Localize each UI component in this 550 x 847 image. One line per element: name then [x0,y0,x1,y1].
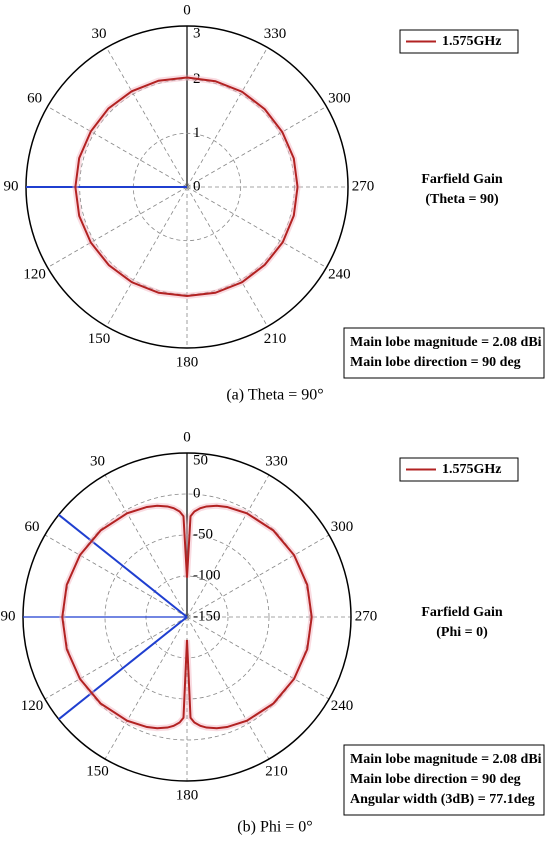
angle-grid-line [47,186,188,268]
legend-box [399,457,519,482]
angle-grid-line [186,47,268,188]
angle-grid-line [104,474,188,618]
legend-label: 1.575GHz [442,34,502,49]
angle-grid-line [186,616,330,700]
info-box-text: Main lobe magnitude = 2.08 dBi [350,752,542,767]
label-box-text: (Theta = 90) [425,192,499,207]
angle-tick-label: 330 [264,26,287,42]
angle-tick-label: 0 [183,2,191,18]
angle-grid-line [106,47,188,188]
caption: (a) Theta = 90° [226,387,323,404]
legend-box [399,29,519,54]
angle-grid-line [44,534,188,618]
radial-tick-label: 50 [193,452,208,468]
angle-grid-line [186,534,330,618]
info-box [343,327,545,379]
radial-tick-label: -100 [193,567,221,583]
angle-tick-label: 60 [27,90,42,106]
angle-grid-line [186,186,268,327]
direction-line [58,514,188,618]
angle-tick-label: 0 [183,429,191,445]
legend-label: 1.575GHz [442,462,502,477]
angle-tick-label: 150 [86,763,109,779]
angle-grid-line [186,616,270,760]
angle-tick-label: 180 [176,787,199,803]
gain-curve [61,504,313,730]
angle-grid-line [44,616,188,700]
angle-grid-line [186,474,270,618]
angle-tick-label: 120 [23,266,46,282]
label-box-text: Farfield Gain [421,172,502,187]
caption: (b) Phi = 0° [237,819,312,836]
angle-grid-line [106,186,188,327]
angle-tick-label: 210 [264,331,287,347]
angle-tick-label: 240 [331,698,354,714]
angle-grid-line [186,106,327,188]
radial-tick-label: 3 [193,25,201,41]
angle-tick-label: 300 [331,519,354,535]
angle-grid-line [47,106,188,188]
radial-tick-label: 1 [193,125,201,141]
angle-tick-label: 30 [92,26,107,42]
angle-tick-label: 270 [355,608,378,624]
angle-tick-label: 330 [265,453,288,469]
angle-tick-label: 60 [24,519,39,535]
angle-tick-label: 240 [328,266,351,282]
label-box-text: (Phi = 0) [436,625,488,640]
angle-tick-label: 90 [1,608,16,624]
angle-tick-label: 300 [328,90,351,106]
info-box-text: Main lobe direction = 90 deg [350,772,521,787]
radial-tick-label: -50 [193,526,213,542]
info-box [343,744,545,816]
angle-tick-label: 180 [176,354,199,370]
angle-tick-label: 30 [90,453,105,469]
gain-curve [74,76,299,297]
info-box-text: Main lobe magnitude = 2.08 dBi [350,335,542,350]
angle-tick-label: 210 [265,763,288,779]
angle-grid-line [104,616,188,760]
direction-line [58,616,188,720]
angle-tick-label: 150 [88,331,111,347]
angle-grid-line [186,186,327,268]
radial-tick-label: 0 [193,178,201,194]
radial-tick-label: -150 [193,608,221,624]
angle-tick-label: 270 [352,178,375,194]
info-box-text: Main lobe direction = 90 deg [350,355,521,370]
info-box-text: Angular width (3dB) = 77.1deg [350,792,535,807]
angle-tick-label: 90 [4,178,19,194]
angle-tick-label: 120 [21,698,44,714]
label-box-text: Farfield Gain [421,605,502,620]
radial-tick-label: 0 [193,485,201,501]
